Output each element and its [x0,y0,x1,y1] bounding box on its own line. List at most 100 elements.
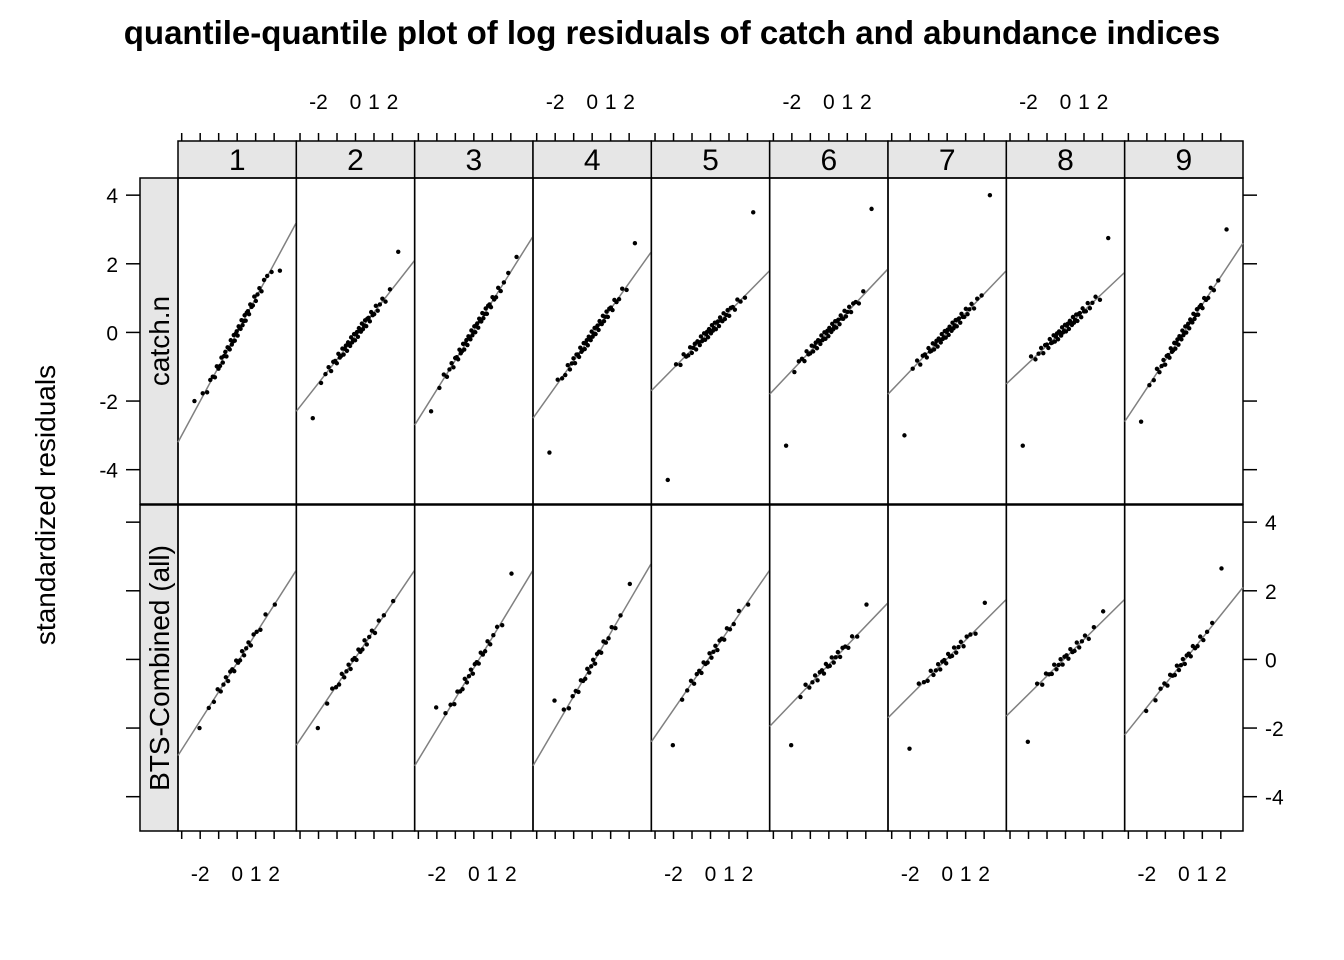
data-point [943,335,948,340]
data-point [1219,566,1224,571]
data-point [1138,419,1144,424]
x-tick-label-bottom: 2 [268,863,280,886]
data-point [593,331,598,337]
data-point [561,707,567,712]
data-point [315,725,321,731]
data-point [234,329,239,334]
y-tick-label-left: 0 [106,322,118,345]
data-point [738,299,743,304]
data-point [585,666,590,672]
data-point [373,303,379,309]
data-point [491,633,496,638]
data-point [610,307,615,313]
data-point [582,346,587,352]
data-point [1020,443,1025,448]
data-point [725,307,730,313]
panel-frame-r2-c2 [295,504,416,832]
data-point [498,288,503,294]
data-point [261,277,267,283]
data-point [916,681,922,686]
column-strip-6 [768,140,889,179]
data-point [367,319,373,324]
data-point [688,678,694,683]
data-point [964,634,969,639]
data-point [566,706,572,711]
panel-frame-r2-c8 [1005,504,1126,832]
panel-frame-r1-c7 [887,177,1008,505]
data-point [1041,350,1046,356]
data-point [220,360,226,365]
data-point [854,634,860,639]
data-point [1036,351,1041,356]
data-point [592,661,598,666]
data-point [342,675,347,680]
data-point [902,433,907,438]
data-point [1161,357,1166,363]
data-point [488,642,493,647]
data-point [318,380,324,386]
data-point [693,347,699,352]
data-point [925,678,930,684]
data-point [1034,681,1040,686]
column-strip-label-5: 5 [702,144,719,177]
data-point [938,667,943,672]
data-point [833,655,838,660]
data-point [192,398,197,404]
data-point [954,650,959,655]
data-point [208,377,213,383]
data-point [241,653,247,658]
data-point [670,743,676,748]
panel-frame-r2-c1 [177,504,298,832]
data-point [269,269,274,275]
panel-frame-r1-c5 [650,177,771,505]
data-point [1046,345,1051,351]
data-point [221,682,226,687]
data-point [437,385,442,391]
data-point [1211,288,1217,293]
x-tick-label-top: -2 [309,91,328,114]
data-point [798,694,803,700]
data-point [705,660,710,665]
data-point [965,311,970,317]
panel-frame-r1-c9 [1123,177,1244,505]
data-point [360,647,365,652]
data-point [576,354,582,360]
data-point [364,324,369,329]
column-strip-label-8: 8 [1057,144,1074,177]
data-point [1174,663,1180,668]
data-point [362,638,367,643]
y-axis-label: standardized residuals [30,365,61,645]
data-point [197,725,202,731]
y-tick-label-left: 2 [106,254,118,277]
data-point [238,326,243,332]
data-point [1040,682,1045,687]
data-point [1056,662,1061,668]
data-point [1074,640,1079,645]
y-tick-label-left: 4 [106,185,118,208]
data-point [788,743,794,748]
data-point [585,343,590,348]
data-point [1077,310,1083,316]
data-point [1049,671,1054,677]
column-strip-1 [177,140,298,179]
data-point [272,602,278,607]
data-point [248,643,254,648]
data-point [1200,305,1205,311]
data-point [475,321,480,326]
data-point [702,337,708,342]
x-tick-label-top: 2 [387,91,399,114]
data-point [383,299,388,304]
data-point [387,287,393,292]
data-point [686,353,691,358]
data-point [1047,336,1053,342]
data-point [344,348,350,354]
x-tick-label-bottom: 2 [505,863,517,886]
data-point [1184,330,1189,335]
data-point [1195,643,1200,649]
data-point [244,646,249,651]
data-point [324,701,330,706]
x-tick-label-bottom: 2 [1215,863,1227,886]
data-point [1097,297,1103,302]
data-point [462,347,467,352]
data-point [716,323,722,329]
